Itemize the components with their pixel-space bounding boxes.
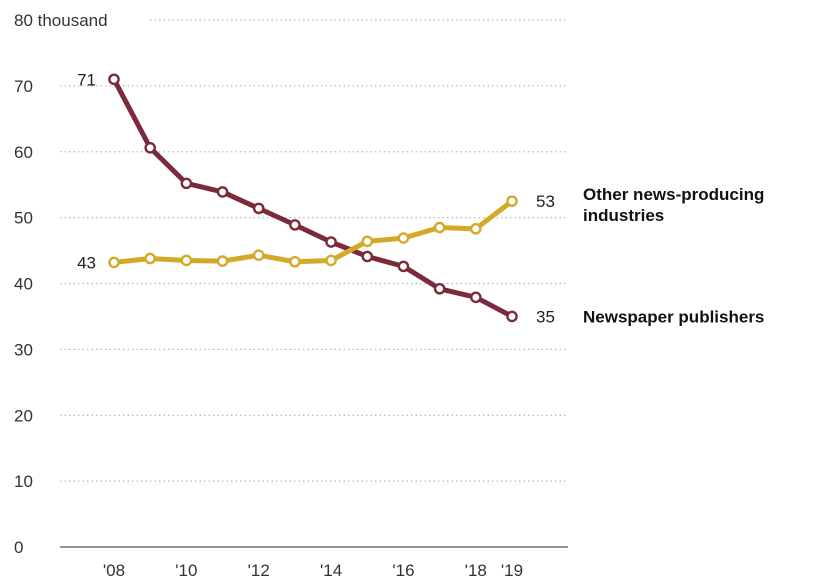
other-news-producing-industries-series-label-line-2: industries — [583, 206, 664, 225]
newspaper-publishers-point-2010 — [180, 177, 193, 190]
newspaper-publishers-start-label: 71 — [77, 70, 96, 89]
other-news-producing-industries-point-2011 — [216, 255, 229, 267]
gridlines — [60, 19, 568, 482]
newspaper-publishers-series-label-line-1: Newspaper publishers — [583, 307, 764, 326]
y-axis-tick-labels: 0 10 20 30 40 50 60 70 80 thousand — [14, 11, 108, 557]
x-tick-label-2018: '18 — [465, 561, 487, 580]
other-news-producing-industries-end-label: 53 — [536, 192, 555, 211]
x-tick-label-2010: '10 — [175, 561, 197, 580]
other-news-producing-industries-point-2013 — [289, 255, 301, 268]
other-news-producing-industries-point-2019 — [506, 195, 518, 207]
other-news-producing-industries-point-2018 — [470, 223, 482, 235]
y-tick-label-50: 50 — [14, 209, 33, 228]
other-news-producing-industries-point-2014 — [325, 254, 337, 267]
newspaper-publishers-point-2011 — [216, 186, 229, 198]
x-tick-label-2016: '16 — [392, 561, 414, 580]
y-tick-label-70: 70 — [14, 77, 33, 96]
newspaper-publishers-point-2015 — [361, 250, 374, 263]
other-news-producing-industries-point-2016 — [397, 232, 410, 244]
other-news-producing-industries-series-label-line-1: Other news-producing — [583, 185, 764, 204]
other-news-producing-industries-point-2012 — [252, 249, 265, 261]
y-tick-label-30: 30 — [14, 340, 33, 359]
other-news-producing-industries-line — [111, 198, 515, 265]
data-labels: 71 35 Newspaper publishers 43 53 Other news-p… — [77, 70, 764, 326]
y-tick-label-10: 10 — [14, 472, 33, 491]
x-tick-label-2019: '19 — [501, 561, 523, 580]
y-tick-label-60: 60 — [14, 143, 33, 162]
x-axis-tick-labels: '08 '10 '12 '14 '16 '18 '19 — [103, 561, 523, 580]
other-news-producing-industries-point-2015 — [361, 235, 374, 248]
newspaper-publishers-point-2018 — [470, 291, 482, 304]
newspaper-publishers-line — [111, 76, 515, 319]
other-news-producing-industries-point-2008 — [108, 256, 120, 269]
other-news-producing-industries-point-2010 — [180, 254, 193, 267]
y-tick-label-20: 20 — [14, 406, 33, 425]
newspaper-publishers-point-2009 — [144, 141, 156, 154]
x-tick-label-2014: '14 — [320, 561, 342, 580]
newspaper-publishers-point-2013 — [289, 219, 301, 231]
x-tick-label-2012: '12 — [248, 561, 270, 580]
x-tick-label-2008: '08 — [103, 561, 125, 580]
y-tick-label-0: 0 — [14, 538, 23, 557]
newspaper-publishers-point-2019 — [506, 310, 518, 323]
newspaper-publishers-point-2014 — [325, 236, 337, 248]
other-news-producing-industries-start-label: 43 — [77, 253, 96, 272]
newspaper-publishers-end-label: 35 — [536, 307, 555, 326]
newspaper-publishers-point-2008 — [108, 73, 120, 86]
newspaper-publishers-point-2012 — [252, 202, 265, 215]
series-group — [108, 73, 518, 323]
y-tick-label-80: 80 thousand — [14, 11, 108, 30]
newspaper-publishers-point-2016 — [397, 260, 410, 273]
y-tick-label-40: 40 — [14, 275, 33, 294]
other-news-producing-industries-point-2009 — [144, 252, 156, 265]
other-news-producing-industries-point-2017 — [433, 221, 446, 234]
newspaper-publishers-point-2017 — [433, 282, 446, 295]
